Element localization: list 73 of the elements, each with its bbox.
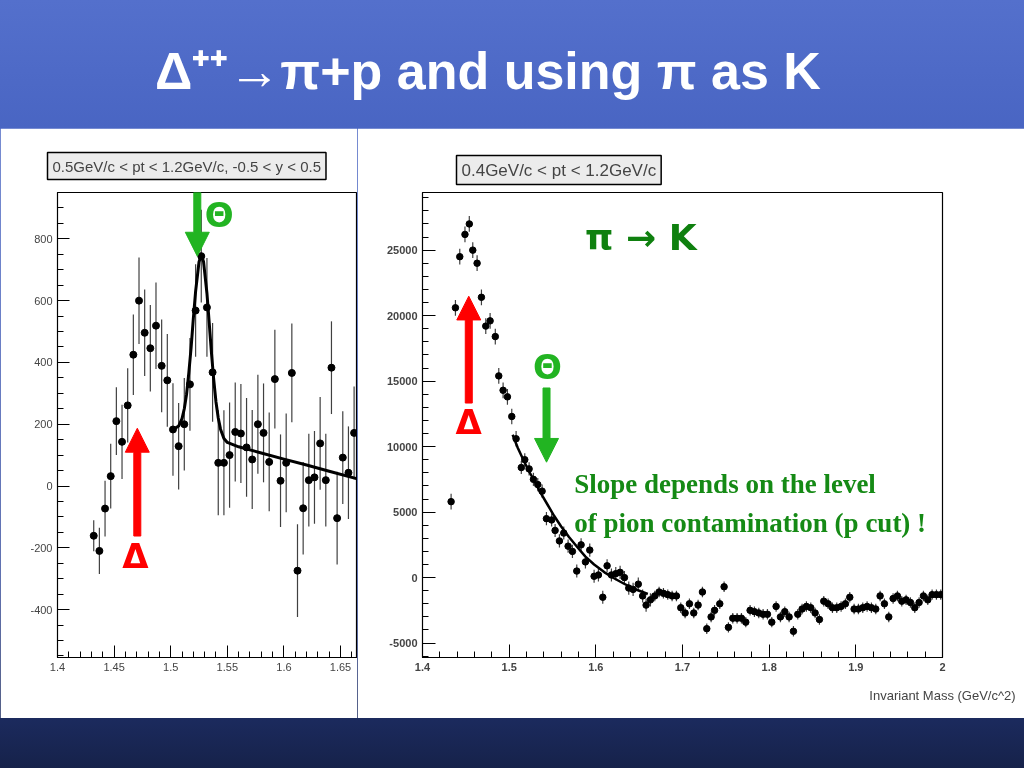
- point: [310, 473, 319, 482]
- point: [140, 328, 149, 337]
- y-tick-label: -5000: [389, 637, 418, 650]
- x-tick-label: 1.6: [588, 660, 604, 673]
- point: [316, 439, 325, 448]
- point: [236, 429, 245, 438]
- point: [157, 361, 166, 370]
- point: [146, 344, 155, 353]
- point: [270, 375, 279, 384]
- point: [276, 476, 285, 485]
- point: [180, 420, 189, 429]
- point: [338, 453, 347, 462]
- y-tick-label: -400: [30, 603, 53, 616]
- annotation: Θ: [204, 195, 234, 236]
- chart-title: 0.5GeV/c < pt < 1.2GeV/c, -0.5 < y < 0.5: [52, 157, 321, 175]
- point: [95, 546, 104, 555]
- point: [168, 425, 177, 434]
- point: [135, 296, 144, 305]
- annotation: Δ: [455, 402, 483, 443]
- annotation: Θ: [533, 347, 562, 388]
- x-tick-label: 1.8: [761, 660, 777, 673]
- point: [304, 476, 313, 485]
- chart-title: 0.4GeV/c < pt < 1.2GeV/c: [461, 160, 657, 180]
- y-tick-label: 800: [34, 232, 53, 245]
- text: Δ⁺⁺→π+p and using π as K: [154, 41, 822, 100]
- x-tick-label: 1.9: [848, 660, 864, 673]
- y-tick-label: 15000: [386, 375, 418, 388]
- point: [112, 417, 121, 426]
- y-tick-label: 0: [411, 571, 418, 584]
- point: [163, 376, 172, 385]
- y-tick-label: 25000: [386, 244, 418, 257]
- y-tick-label: 10000: [386, 440, 418, 453]
- point: [259, 428, 268, 437]
- point: [327, 363, 336, 372]
- annotation: Slope depends on the level of pion contamination (p cut) !: [574, 469, 927, 539]
- x-tick-label: 1.4: [49, 660, 66, 673]
- point: [174, 442, 183, 451]
- y-tick-label: -200: [30, 541, 53, 554]
- point: [118, 437, 127, 446]
- point: [293, 566, 302, 575]
- point: [225, 451, 234, 460]
- point: [321, 476, 330, 485]
- point: [129, 350, 138, 359]
- point: [123, 401, 132, 410]
- point: [248, 455, 257, 464]
- x-tick-label: 1.5: [501, 660, 517, 673]
- y-tick-label: 600: [34, 294, 53, 307]
- point: [253, 420, 262, 429]
- y-tick-label: 5000: [393, 506, 418, 519]
- y-tick-label: 400: [34, 356, 53, 369]
- annotation: Δ: [122, 536, 150, 577]
- x-tick-label: 1.65: [329, 660, 352, 673]
- point: [151, 321, 160, 330]
- point: [106, 472, 115, 481]
- x-tick-label: 1.6: [276, 660, 292, 673]
- y-tick-label: 20000: [386, 309, 418, 322]
- y-tick-label: 200: [34, 418, 53, 431]
- point: [287, 368, 296, 377]
- x-tick-label: 2: [939, 660, 946, 673]
- point: [89, 531, 98, 540]
- point: [299, 504, 308, 513]
- point: [101, 504, 110, 513]
- point: [265, 457, 274, 466]
- x-tick-label: 1.7: [674, 660, 691, 673]
- point: [333, 514, 342, 523]
- point: [350, 428, 357, 437]
- x-tick-label: 1.45: [103, 660, 125, 673]
- annotation: π → K: [585, 216, 698, 258]
- x-tick-label: 1.5: [163, 660, 179, 673]
- x-tick-label: 1.4: [414, 660, 432, 673]
- x-tick-label: 1.55: [216, 660, 239, 673]
- x-axis-title: Invariant Mass (GeV/c^2): [869, 687, 1016, 703]
- y-tick-label: 0: [46, 480, 53, 493]
